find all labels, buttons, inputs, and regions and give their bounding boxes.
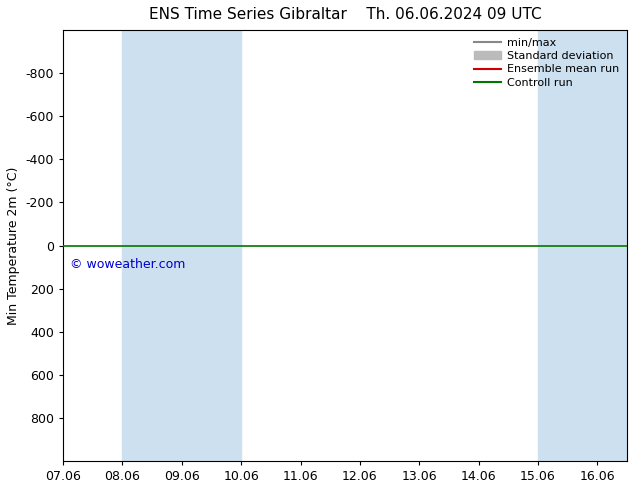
Title: ENS Time Series Gibraltar    Th. 06.06.2024 09 UTC: ENS Time Series Gibraltar Th. 06.06.2024… [149,7,541,22]
Bar [538,30,627,461]
Y-axis label: Min Temperature 2m (°C): Min Temperature 2m (°C) [7,166,20,325]
Bar [122,30,241,461]
Legend: min/max, Standard deviation, Ensemble mean run, Controll run: min/max, Standard deviation, Ensemble me… [469,33,624,92]
Text: © woweather.com: © woweather.com [70,258,186,271]
